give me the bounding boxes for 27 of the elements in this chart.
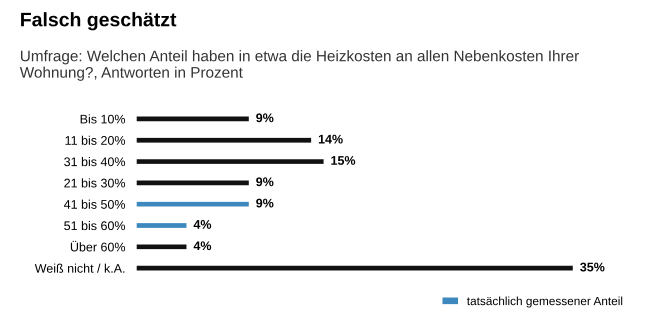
- chart-subtitle: Umfrage: Welchen Anteil haben in etwa die Heizkosten an allen Nebenkosten Ihrer Wohnung?, Antworten in Prozent: [20, 50, 579, 81]
- data-label: 15%: [331, 156, 356, 165]
- chart-title: Falsch geschätzt: [21, 12, 176, 30]
- y-tick-label: Weiß nicht / k.A.: [34, 264, 124, 273]
- bar: [136, 202, 249, 207]
- y-tick-label: Bis 10%: [80, 114, 126, 124]
- y-tick-label: 41 bis 50%: [64, 200, 126, 209]
- data-label: 35%: [580, 262, 605, 272]
- bar: [136, 138, 312, 143]
- y-tick-label: 21 bis 30%: [64, 178, 126, 188]
- data-label: 14%: [318, 134, 343, 144]
- bar: [136, 223, 186, 228]
- bar: [136, 180, 249, 186]
- y-tick-label: 31 bis 40%: [64, 157, 126, 166]
- y-tick-label: 11 bis 20%: [66, 136, 126, 145]
- bar: [136, 244, 186, 250]
- data-label: 9%: [256, 113, 274, 122]
- bar: [136, 159, 324, 164]
- data-label: 9%: [256, 198, 274, 208]
- bar: [136, 116, 249, 122]
- data-label: 4%: [194, 220, 212, 229]
- bar: [136, 266, 573, 270]
- y-tick-label: Über 60%: [70, 240, 126, 252]
- data-label: 9%: [256, 177, 274, 186]
- y-tick-label: 51 bis 60%: [64, 220, 126, 230]
- data-label: 4%: [194, 241, 212, 250]
- legend-label: tatsächlich gemessener Anteil: [466, 296, 622, 308]
